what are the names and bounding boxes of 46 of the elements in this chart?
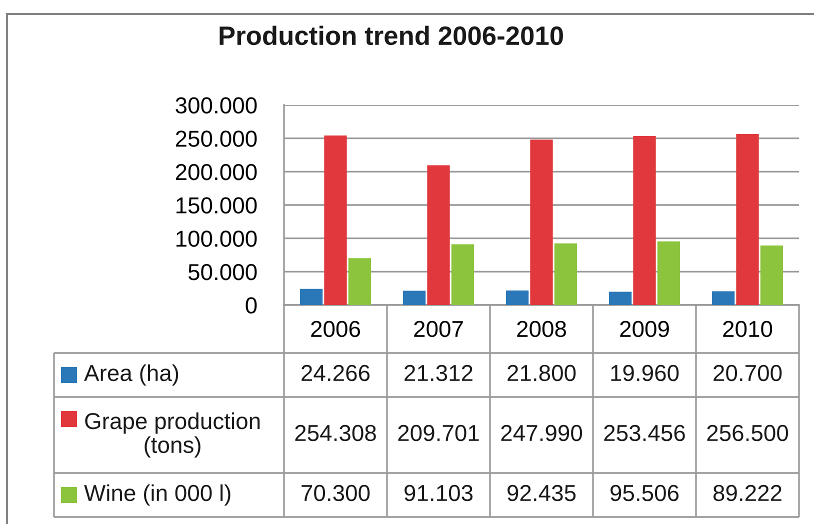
data-label: 24.266 [302, 364, 370, 382]
bar [760, 246, 784, 305]
bar [633, 136, 656, 305]
x-tick-label: 2009 [620, 320, 669, 338]
x-tick-label: 2008 [517, 320, 566, 338]
bar [712, 291, 735, 305]
data-label: 21.800 [508, 364, 576, 382]
data-label: 256.500 [707, 424, 788, 442]
data-label: 20.700 [714, 364, 782, 382]
data-label: 92.435 [508, 484, 576, 502]
bar [348, 258, 372, 305]
x-tick-label: 2006 [311, 320, 360, 338]
legend-label: Grape production (tons) [85, 412, 260, 458]
bar [506, 290, 529, 305]
bar [608, 292, 632, 305]
bar [300, 288, 323, 305]
data-label: 209.701 [398, 424, 479, 442]
y-tick-label: 300.000 [176, 97, 257, 114]
data-label: 247.990 [501, 424, 582, 442]
legend-label: Wine (in 000 l) [84, 484, 230, 506]
data-label: 70.300 [302, 484, 370, 502]
bar [427, 165, 450, 305]
bar [451, 244, 474, 305]
bar [736, 134, 759, 305]
y-tick-label: 200.000 [176, 164, 257, 180]
legend-label: Area (ha) [84, 364, 178, 386]
data-label: 19.960 [611, 364, 679, 382]
data-label: 91.103 [404, 484, 473, 502]
x-tick-label: 2007 [414, 320, 463, 338]
y-tick-label: 150.000 [176, 197, 257, 214]
bar [530, 140, 553, 305]
y-tick-label: 250.000 [176, 130, 257, 147]
data-label: 254.308 [295, 424, 376, 442]
data-label: 253.456 [604, 424, 685, 442]
data-label: 95.506 [610, 484, 679, 502]
bar [324, 135, 347, 305]
bar [657, 241, 680, 305]
chart-title: Production trend 2006-2010 [220, 26, 563, 46]
y-tick-label: 100.000 [176, 230, 257, 247]
data-label: 89.222 [713, 484, 782, 502]
data-label: 21.312 [404, 364, 472, 382]
y-tick-label: 0 [246, 297, 257, 314]
x-tick-label: 2010 [723, 320, 772, 338]
y-tick-label: 50.000 [188, 264, 257, 280]
bar [554, 243, 578, 305]
bar [402, 290, 426, 305]
